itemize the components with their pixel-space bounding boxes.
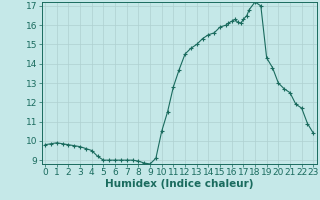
X-axis label: Humidex (Indice chaleur): Humidex (Indice chaleur): [105, 179, 253, 189]
